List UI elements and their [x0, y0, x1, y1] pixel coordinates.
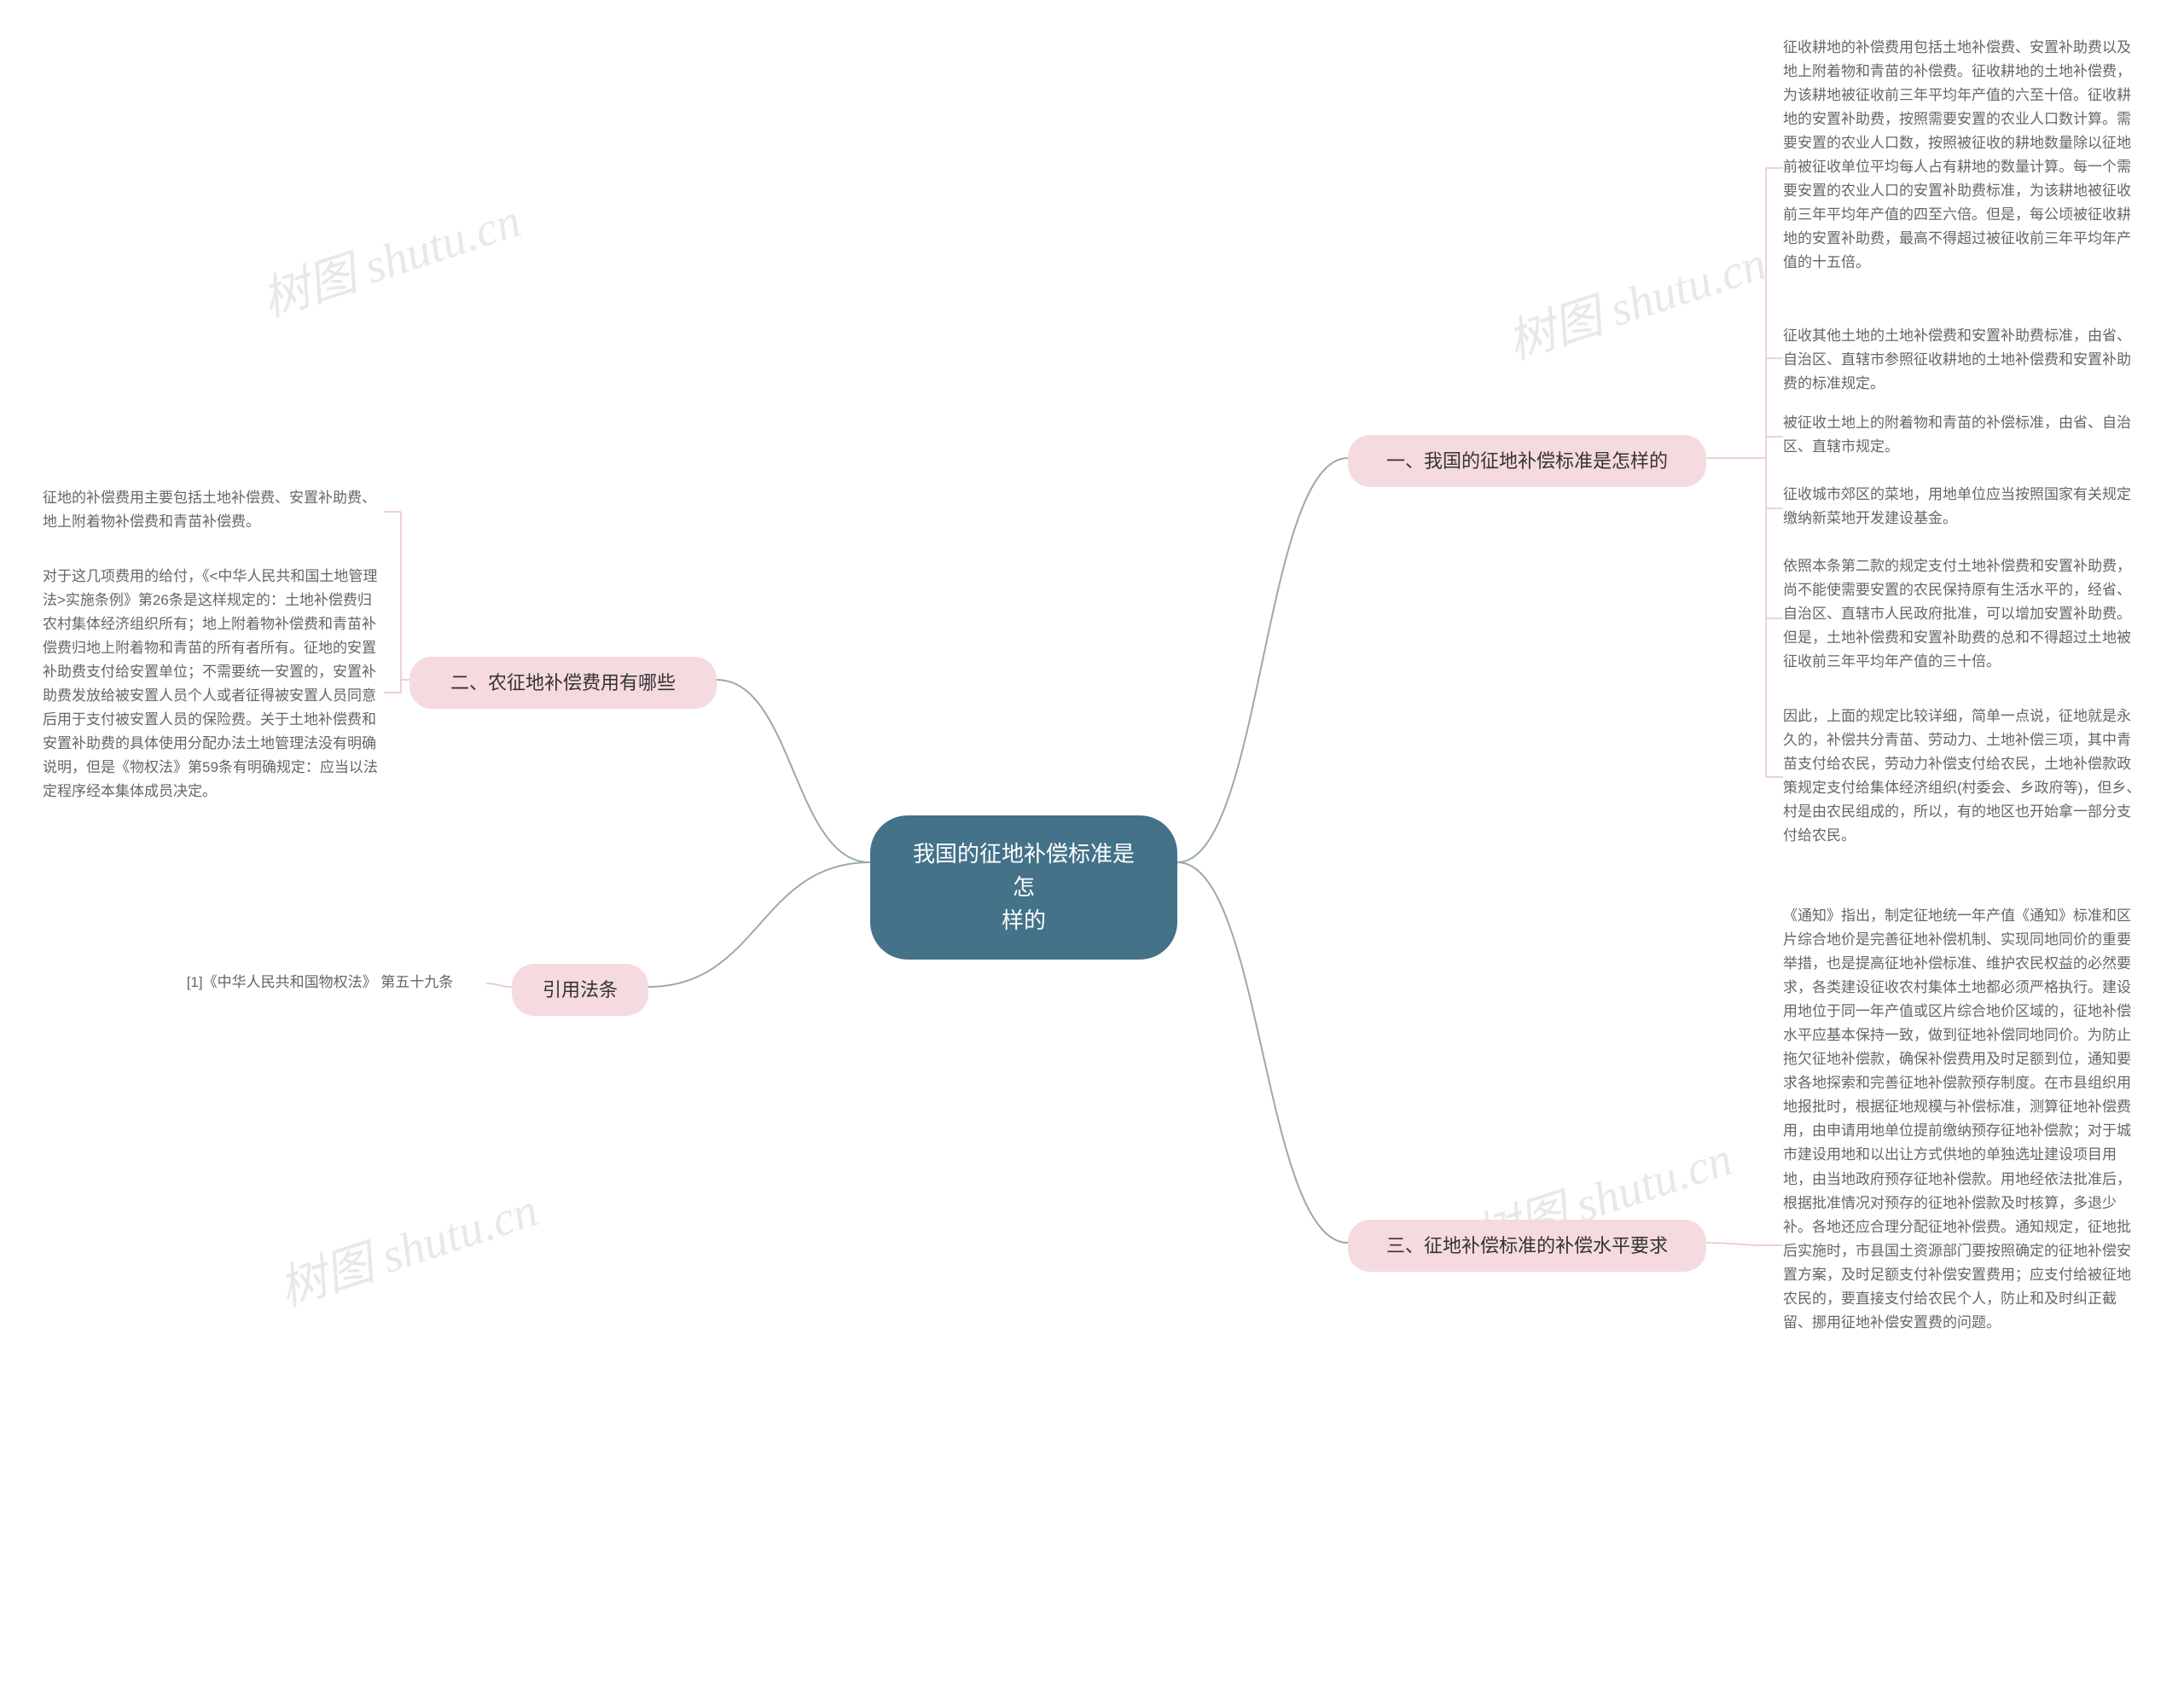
- branch-label: 一、我国的征地补偿标准是怎样的: [1386, 447, 1668, 475]
- branch-node-3: 引用法条: [512, 964, 648, 1016]
- leaf-node: 《通知》指出，制定征地统一年产值《通知》标准和区片综合地价是完善征地补偿机制、实…: [1783, 904, 2141, 1335]
- leaf-node: 因此，上面的规定比较详细，简单一点说，征地就是永久的，补偿共分青苗、劳动力、土地…: [1783, 705, 2141, 848]
- watermark: 树图 shutu.cn: [1497, 224, 1774, 373]
- leaf-node: 征收城市郊区的菜地，用地单位应当按照国家有关规定缴纳新菜地开发建设基金。: [1783, 483, 2141, 531]
- watermark: 树图 shutu.cn: [269, 1171, 545, 1320]
- root-node: 我国的征地补偿标准是怎 样的: [870, 815, 1177, 960]
- leaf-node: 对于这几项费用的给付，《<中华人民共和国土地管理法>实施条例》第26条是这样规定…: [43, 565, 384, 803]
- leaf-node: [1]《中华人民共和国物权法》 第五十九条: [154, 971, 486, 995]
- leaf-node: 征收其他土地的土地补偿费和安置补助费标准，由省、自治区、直辖市参照征收耕地的土地…: [1783, 324, 2141, 396]
- branch-label: 引用法条: [543, 976, 618, 1004]
- watermark: 树图 shutu.cn: [252, 182, 528, 330]
- branch-node-2: 二、农征地补偿费用有哪些: [410, 657, 717, 709]
- root-label: 我国的征地补偿标准是怎 样的: [908, 838, 1140, 937]
- leaf-node: 被征收土地上的附着物和青苗的补偿标准，由省、自治区、直辖市规定。: [1783, 411, 2141, 459]
- branch-node-4: 三、征地补偿标准的补偿水平要求: [1348, 1220, 1706, 1272]
- leaf-node: 征收耕地的补偿费用包括土地补偿费、安置补助费以及地上附着物和青苗的补偿费。征收耕…: [1783, 36, 2141, 275]
- branch-label: 三、征地补偿标准的补偿水平要求: [1386, 1232, 1668, 1260]
- branch-node-1: 一、我国的征地补偿标准是怎样的: [1348, 435, 1706, 487]
- branch-label: 二、农征地补偿费用有哪些: [450, 669, 676, 697]
- leaf-node: 征地的补偿费用主要包括土地补偿费、安置补助费、地上附着物补偿费和青苗补偿费。: [43, 486, 384, 534]
- leaf-node: 依照本条第二款的规定支付土地补偿费和安置补助费，尚不能使需要安置的农民保持原有生…: [1783, 554, 2141, 674]
